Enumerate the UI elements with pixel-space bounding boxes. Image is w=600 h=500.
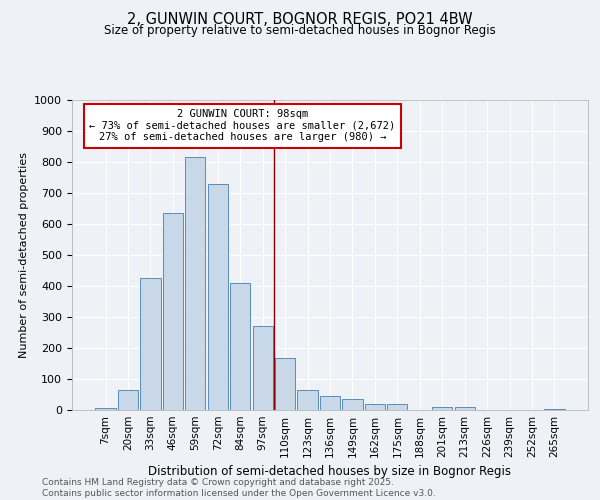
Text: Distribution of semi-detached houses by size in Bognor Regis: Distribution of semi-detached houses by … [149, 464, 511, 477]
Bar [95, 408, 116, 410]
Bar [185, 158, 205, 410]
Bar [163, 213, 183, 410]
Bar [343, 399, 362, 410]
Text: Contains HM Land Registry data © Crown copyright and database right 2025.
Contai: Contains HM Land Registry data © Crown c… [42, 478, 436, 498]
Bar [140, 278, 161, 410]
Bar [275, 358, 295, 410]
Bar [432, 407, 452, 410]
Y-axis label: Number of semi-detached properties: Number of semi-detached properties [19, 152, 29, 358]
Bar [253, 326, 273, 410]
Bar [208, 184, 228, 410]
Text: 2 GUNWIN COURT: 98sqm
← 73% of semi-detached houses are smaller (2,672)
27% of s: 2 GUNWIN COURT: 98sqm ← 73% of semi-deta… [89, 110, 395, 142]
Text: Size of property relative to semi-detached houses in Bognor Regis: Size of property relative to semi-detach… [104, 24, 496, 37]
Bar [118, 390, 138, 410]
Bar [387, 404, 407, 410]
Bar [455, 407, 475, 410]
Text: 2, GUNWIN COURT, BOGNOR REGIS, PO21 4BW: 2, GUNWIN COURT, BOGNOR REGIS, PO21 4BW [127, 12, 473, 28]
Bar [320, 396, 340, 410]
Bar [365, 404, 385, 410]
Bar [230, 283, 250, 410]
Bar [298, 390, 317, 410]
